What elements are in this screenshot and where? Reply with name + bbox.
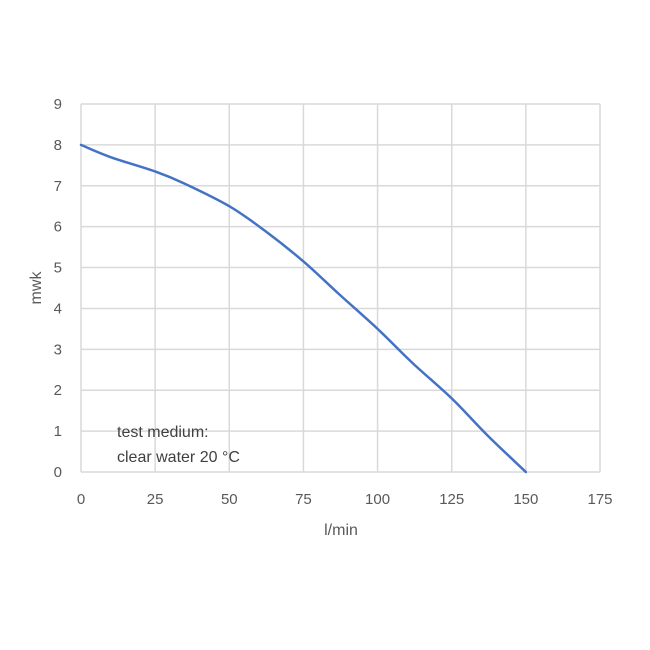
x-tick-label: 175 [587, 491, 612, 508]
x-tick-label: 125 [439, 491, 464, 508]
y-tick-label: 6 [54, 219, 62, 236]
y-tick-label: 4 [54, 300, 62, 317]
y-tick-label: 8 [54, 137, 62, 154]
y-tick-label: 7 [54, 178, 62, 195]
x-tick-label: 50 [221, 491, 238, 508]
y-axis-title: mwk [28, 271, 45, 305]
y-tick-label: 0 [54, 464, 62, 481]
x-tick-label: 25 [147, 491, 164, 508]
series-line [79, 143, 528, 474]
x-tick-label: 0 [77, 491, 85, 508]
series-layer [79, 143, 528, 474]
annotation-line-2: clear water 20 °C [117, 449, 240, 466]
x-axis-title: l/min [324, 522, 358, 539]
y-tick-label: 1 [54, 423, 62, 440]
y-tick-label: 9 [54, 96, 62, 113]
x-tick-label: 75 [295, 491, 312, 508]
y-axis-ticks: 0 1 2 3 4 5 6 7 8 9 [54, 96, 62, 481]
x-axis-ticks: 0 25 50 75 100 125 150 175 [77, 491, 613, 508]
x-tick-label: 150 [513, 491, 538, 508]
y-tick-label: 5 [54, 260, 62, 277]
y-tick-label: 3 [54, 341, 62, 358]
grid [80, 103, 601, 473]
y-tick-label: 2 [54, 382, 62, 399]
annotation-line-1: test medium: [117, 424, 209, 441]
x-tick-label: 100 [365, 491, 390, 508]
